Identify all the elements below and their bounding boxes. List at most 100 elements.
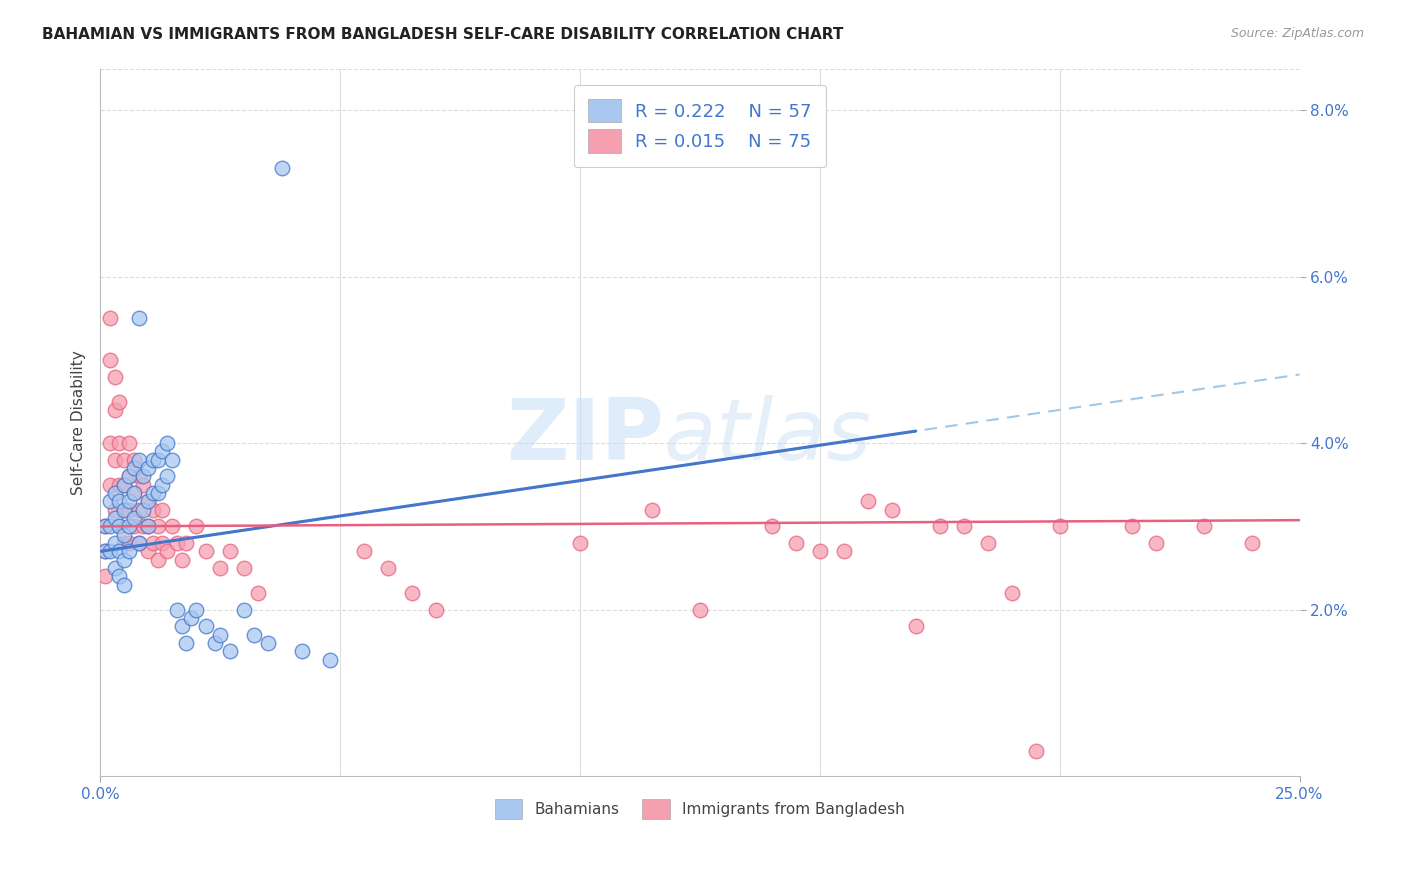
Point bbox=[242, 627, 264, 641]
Point bbox=[98, 311, 121, 326]
Point bbox=[122, 452, 145, 467]
Point bbox=[377, 561, 399, 575]
Point bbox=[976, 536, 998, 550]
Point bbox=[146, 452, 169, 467]
Point bbox=[160, 519, 183, 533]
Point bbox=[142, 502, 165, 516]
Point bbox=[568, 536, 591, 550]
Point bbox=[128, 536, 150, 550]
Text: Source: ZipAtlas.com: Source: ZipAtlas.com bbox=[1230, 27, 1364, 40]
Point bbox=[112, 502, 135, 516]
Point bbox=[146, 552, 169, 566]
Point bbox=[108, 519, 131, 533]
Point bbox=[156, 544, 179, 558]
Point bbox=[170, 619, 193, 633]
Point bbox=[136, 544, 159, 558]
Point bbox=[108, 569, 131, 583]
Point bbox=[160, 452, 183, 467]
Point bbox=[146, 519, 169, 533]
Y-axis label: Self-Care Disability: Self-Care Disability bbox=[72, 350, 86, 495]
Point bbox=[103, 486, 125, 500]
Point bbox=[94, 519, 117, 533]
Point bbox=[166, 602, 188, 616]
Point bbox=[94, 544, 117, 558]
Point bbox=[209, 561, 232, 575]
Point bbox=[98, 436, 121, 450]
Point bbox=[1001, 586, 1024, 600]
Point bbox=[319, 652, 342, 666]
Point bbox=[108, 477, 131, 491]
Point bbox=[98, 519, 121, 533]
Point bbox=[103, 452, 125, 467]
Point bbox=[112, 452, 135, 467]
Text: atlas: atlas bbox=[664, 395, 872, 478]
Point bbox=[136, 494, 159, 508]
Point bbox=[194, 544, 217, 558]
Point bbox=[808, 544, 831, 558]
Point bbox=[132, 469, 155, 483]
Point bbox=[952, 519, 974, 533]
Point bbox=[1121, 519, 1143, 533]
Point bbox=[152, 536, 174, 550]
Point bbox=[98, 494, 121, 508]
Point bbox=[785, 536, 807, 550]
Point bbox=[94, 569, 117, 583]
Point bbox=[832, 544, 855, 558]
Point bbox=[142, 486, 165, 500]
Point bbox=[128, 502, 150, 516]
Point bbox=[218, 644, 240, 658]
Point bbox=[136, 519, 159, 533]
Point bbox=[1240, 536, 1263, 550]
Point bbox=[112, 577, 135, 591]
Point bbox=[1192, 519, 1215, 533]
Point bbox=[1025, 744, 1047, 758]
Point bbox=[118, 519, 141, 533]
Point bbox=[112, 477, 135, 491]
Point bbox=[291, 644, 314, 658]
Point bbox=[118, 469, 141, 483]
Point bbox=[108, 436, 131, 450]
Point bbox=[103, 536, 125, 550]
Point bbox=[108, 494, 131, 508]
Point bbox=[180, 611, 202, 625]
Point bbox=[122, 486, 145, 500]
Point bbox=[132, 519, 155, 533]
Point bbox=[122, 486, 145, 500]
Point bbox=[1144, 536, 1167, 550]
Point bbox=[928, 519, 950, 533]
Point bbox=[204, 636, 226, 650]
Point bbox=[103, 511, 125, 525]
Point bbox=[689, 602, 711, 616]
Point bbox=[257, 636, 280, 650]
Point bbox=[103, 561, 125, 575]
Point bbox=[118, 536, 141, 550]
Point bbox=[166, 536, 188, 550]
Point bbox=[136, 494, 159, 508]
Point bbox=[641, 502, 664, 516]
Point bbox=[118, 502, 141, 516]
Point bbox=[112, 536, 135, 550]
Point bbox=[122, 519, 145, 533]
Point bbox=[761, 519, 783, 533]
Point bbox=[98, 352, 121, 367]
Point bbox=[94, 519, 117, 533]
Point bbox=[176, 636, 198, 650]
Point bbox=[233, 602, 256, 616]
Point bbox=[128, 311, 150, 326]
Point bbox=[156, 469, 179, 483]
Point bbox=[132, 502, 155, 516]
Text: BAHAMIAN VS IMMIGRANTS FROM BANGLADESH SELF-CARE DISABILITY CORRELATION CHART: BAHAMIAN VS IMMIGRANTS FROM BANGLADESH S… bbox=[42, 27, 844, 42]
Point bbox=[122, 461, 145, 475]
Point bbox=[103, 369, 125, 384]
Point bbox=[271, 161, 294, 176]
Point bbox=[156, 436, 179, 450]
Point bbox=[247, 586, 270, 600]
Point bbox=[142, 452, 165, 467]
Point bbox=[233, 561, 256, 575]
Point bbox=[128, 536, 150, 550]
Point bbox=[118, 544, 141, 558]
Point bbox=[103, 502, 125, 516]
Text: ZIP: ZIP bbox=[506, 395, 664, 478]
Point bbox=[184, 519, 207, 533]
Point bbox=[132, 477, 155, 491]
